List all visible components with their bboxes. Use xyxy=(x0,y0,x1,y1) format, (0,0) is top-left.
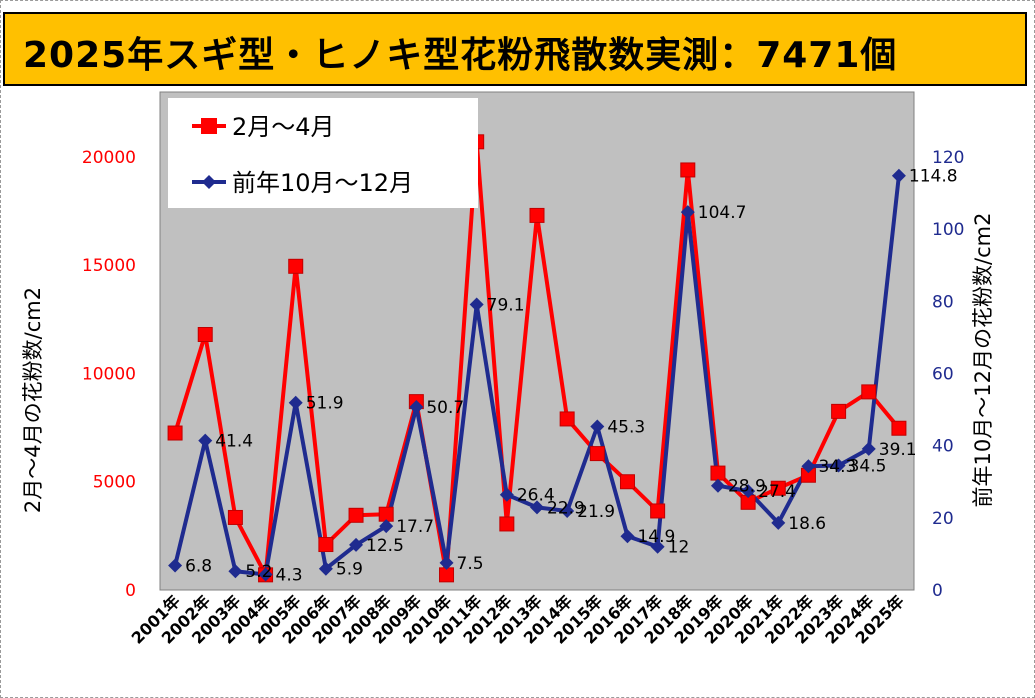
marker-feb-apr xyxy=(167,425,183,441)
marker-feb-apr xyxy=(619,474,635,490)
data-label: 51.9 xyxy=(306,394,344,414)
data-label: 18.6 xyxy=(788,514,826,534)
data-label: 22.9 xyxy=(547,498,585,518)
marker-feb-apr xyxy=(378,506,394,522)
marker-oct-dec xyxy=(891,168,906,183)
title-banner: 2025年スギ型・ヒノキ型花粉飛散数実測：7471個 xyxy=(3,12,1027,86)
data-label: 6.8 xyxy=(185,556,212,576)
left-tick-label: 20000 xyxy=(82,148,136,168)
right-tick-label: 40 xyxy=(932,437,954,457)
legend-marker-diamond xyxy=(202,175,216,189)
marker-oct-dec xyxy=(680,205,695,220)
left-axis-title: 2月～4月の花粉数/cm2 xyxy=(21,287,45,513)
marker-oct-dec xyxy=(168,558,183,573)
marker-feb-apr xyxy=(770,480,786,496)
marker-oct-dec xyxy=(439,555,454,570)
marker-feb-apr xyxy=(288,258,304,274)
data-label: 41.4 xyxy=(215,432,253,452)
marker-feb-apr xyxy=(318,537,334,553)
marker-oct-dec xyxy=(831,458,846,473)
marker-oct-dec xyxy=(801,459,816,474)
legend-label-feb-apr: 2月～4月 xyxy=(232,113,335,141)
marker-oct-dec xyxy=(258,567,273,582)
data-label: 27.4 xyxy=(758,482,796,502)
right-tick-label: 60 xyxy=(932,364,954,384)
left-tick-label: 5000 xyxy=(93,473,136,493)
marker-feb-apr xyxy=(499,516,515,532)
right-tick-label: 20 xyxy=(932,509,954,529)
marker-oct-dec xyxy=(288,395,303,410)
series-markers xyxy=(167,134,907,583)
marker-feb-apr xyxy=(529,207,545,223)
data-label: 14.9 xyxy=(637,527,675,547)
marker-feb-apr xyxy=(589,446,605,462)
marker-oct-dec xyxy=(530,500,544,515)
data-label: 114.8 xyxy=(909,167,958,187)
data-label: 17.7 xyxy=(396,517,434,537)
marker-oct-dec xyxy=(650,539,665,554)
right-tick-label: 120 xyxy=(932,148,964,168)
marker-feb-apr xyxy=(348,507,364,523)
data-label: 26.4 xyxy=(517,486,555,506)
left-tick-label: 15000 xyxy=(82,256,136,276)
marker-oct-dec xyxy=(349,537,364,552)
data-label: 79.1 xyxy=(487,296,525,316)
data-label: 12.5 xyxy=(366,536,404,556)
marker-oct-dec xyxy=(590,419,605,434)
marker-oct-dec xyxy=(620,529,635,544)
chart-title: 2025年スギ型・ヒノキ型花粉飛散数実測：7471個 xyxy=(23,35,898,76)
data-label: 45.3 xyxy=(607,418,645,438)
right-tick-label: 100 xyxy=(932,220,964,240)
data-label: 5.9 xyxy=(336,560,363,580)
marker-feb-apr xyxy=(831,403,847,419)
marker-oct-dec xyxy=(318,561,333,576)
marker-feb-apr xyxy=(891,420,907,436)
marker-feb-apr xyxy=(680,162,696,178)
data-label: 104.7 xyxy=(698,203,747,223)
legend-box xyxy=(168,98,478,208)
marker-feb-apr xyxy=(439,567,455,583)
marker-feb-apr xyxy=(861,384,877,400)
left-tick-label: 10000 xyxy=(82,364,136,384)
data-label: 21.9 xyxy=(577,502,615,522)
data-label: 4.3 xyxy=(276,565,303,585)
data-label: 7.5 xyxy=(457,554,484,574)
marker-oct-dec xyxy=(771,515,786,530)
legend-marker-square xyxy=(201,118,217,134)
legend: 2月～4月 前年10月～12月 xyxy=(168,98,478,208)
marker-oct-dec xyxy=(198,433,213,448)
right-tick-label: 0 xyxy=(932,581,943,601)
marker-oct-dec xyxy=(228,564,243,579)
marker-oct-dec xyxy=(469,297,484,312)
right-axis-ticks: 0 20 40 60 80 100 120 xyxy=(932,148,964,601)
data-label: 12 xyxy=(668,538,690,558)
right-axis-title: 前年10月～12月の花粉数/cm2 xyxy=(971,213,995,508)
marker-feb-apr xyxy=(227,509,243,525)
x-axis-ticks: 2001年2002年2003年2004年2005年2006年2007年2008年… xyxy=(128,591,908,647)
marker-feb-apr xyxy=(650,503,666,519)
marker-oct-dec xyxy=(379,519,394,534)
marker-oct-dec xyxy=(710,478,725,493)
left-tick-label: 0 xyxy=(125,581,136,601)
legend-label-oct-dec: 前年10月～12月 xyxy=(232,169,413,197)
data-label: 28.9 xyxy=(728,477,766,497)
right-tick-label: 80 xyxy=(932,292,954,312)
marker-feb-apr xyxy=(197,327,213,343)
marker-oct-dec xyxy=(499,487,514,502)
left-axis-ticks: 0 5000 10000 15000 20000 xyxy=(82,148,136,601)
marker-oct-dec xyxy=(409,400,424,415)
marker-feb-apr xyxy=(710,465,726,481)
marker-feb-apr xyxy=(559,411,575,427)
marker-oct-dec xyxy=(560,503,575,518)
data-label: 39.1 xyxy=(879,440,917,460)
data-label: 50.7 xyxy=(426,398,464,418)
data-labels: 6.8 41.4 5.2 4.3 51.9 5.912.517.7 50.7 7.5 79.1 2… xyxy=(185,167,958,586)
data-label: 34.3 xyxy=(818,457,856,477)
data-label: 5.2 xyxy=(245,562,272,582)
marker-oct-dec xyxy=(861,441,876,456)
marker-oct-dec xyxy=(741,484,756,499)
data-label: 34.5 xyxy=(849,457,887,477)
